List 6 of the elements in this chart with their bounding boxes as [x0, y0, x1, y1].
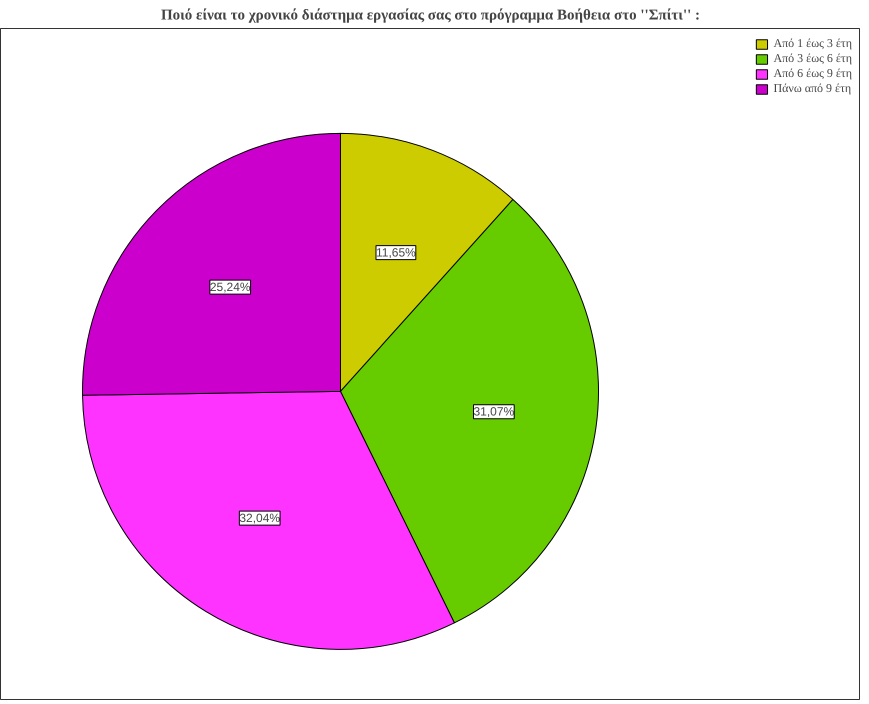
legend-label: Από 1 έως 3 έτη: [773, 36, 852, 51]
legend-label: Πάνω από 9 έτη: [773, 81, 852, 96]
data-label: 11,65%: [376, 246, 416, 260]
chart-title: Ποιό είναι το χρονικό διάστημα εργασίας σας στο πρόγραμμα Βοήθεια στο ''Σπίτι'' :: [160, 8, 700, 24]
legend-label: Από 3 έως 6 έτη: [773, 51, 852, 66]
legend-label: Από 6 έως 9 έτη: [773, 66, 852, 81]
